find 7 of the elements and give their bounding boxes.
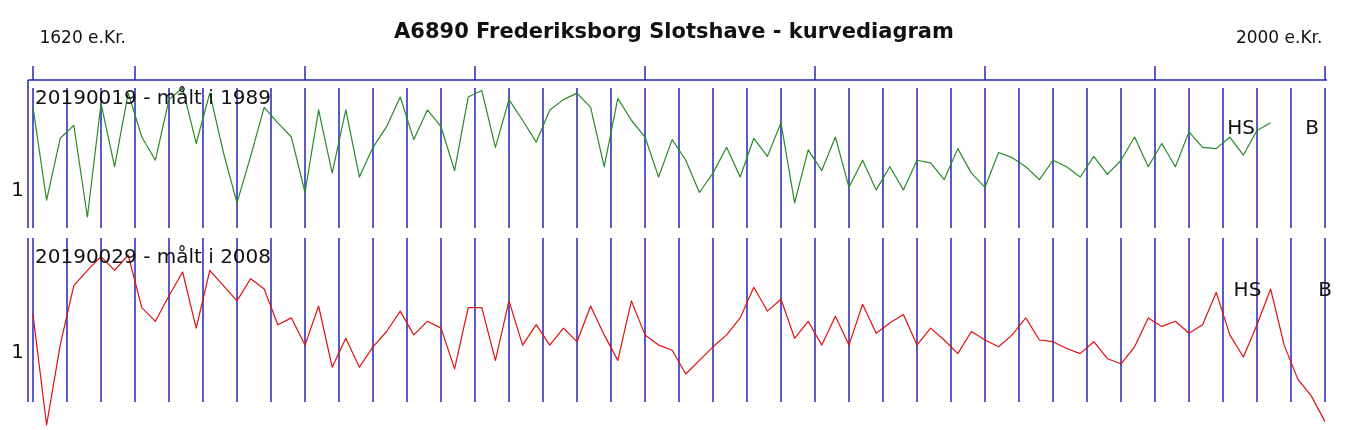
text: 1 bbox=[11, 338, 24, 363]
annotation: HS bbox=[1227, 114, 1255, 139]
text: 1 bbox=[11, 176, 24, 201]
text: 1620 e.Kr. bbox=[39, 27, 126, 47]
text: 2000 e.Kr. bbox=[1235, 27, 1323, 47]
chart-title: A6890 Frederiksborg Slotshave - kurvediagram bbox=[394, 19, 954, 43]
annotation: B bbox=[1305, 114, 1319, 139]
